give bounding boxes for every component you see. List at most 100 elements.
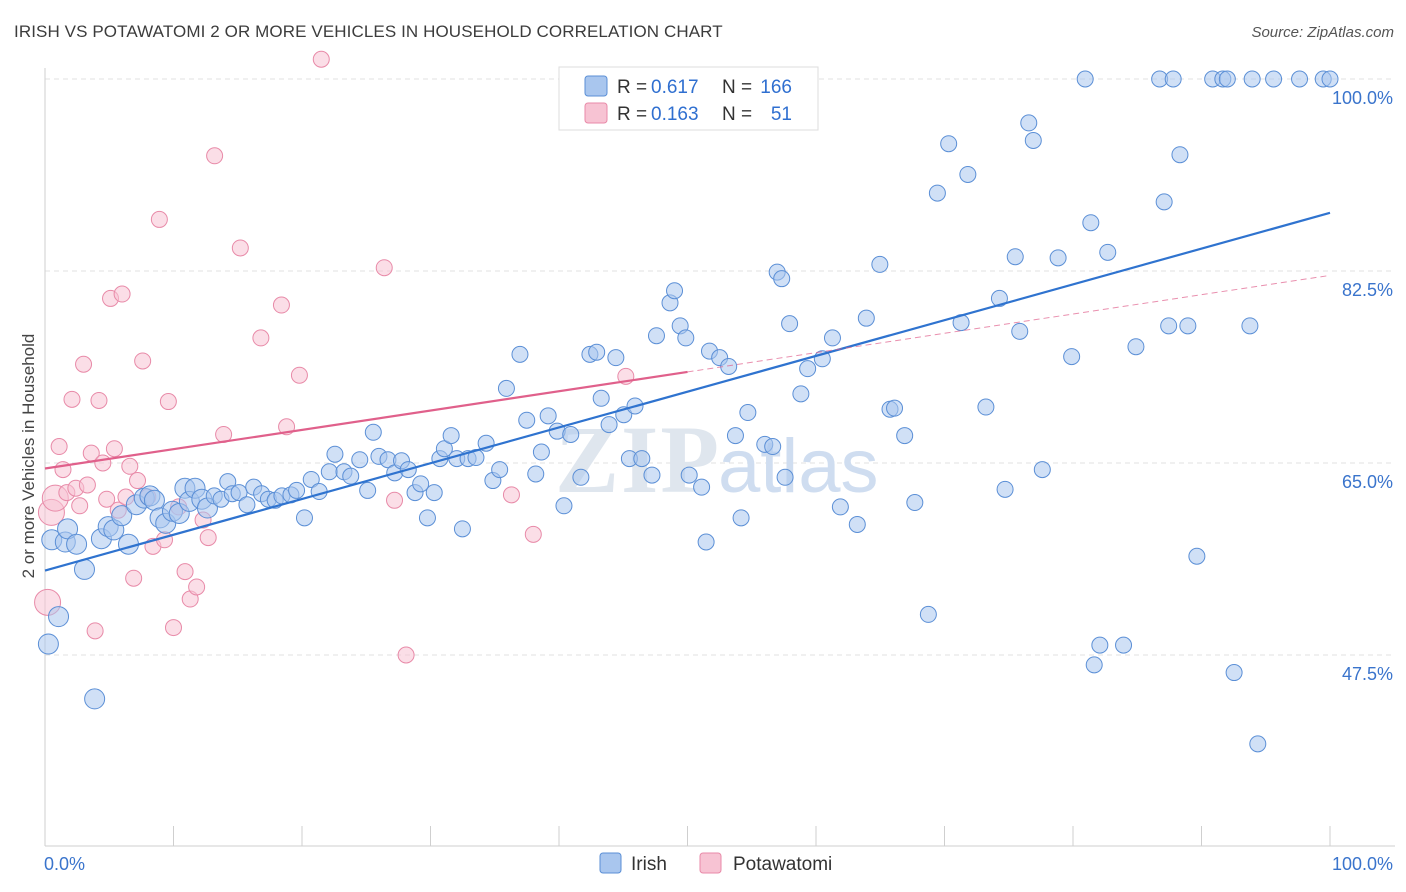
irish-point bbox=[1063, 348, 1081, 366]
irish-point bbox=[572, 468, 590, 486]
stats-r-value-potawatomi: 0.163 bbox=[651, 104, 699, 125]
irish-point bbox=[643, 466, 661, 484]
potawatomi-point bbox=[375, 259, 393, 277]
irish-point bbox=[511, 345, 529, 363]
potawatomi-point bbox=[165, 619, 182, 637]
irish-point bbox=[726, 427, 744, 445]
y-tick-label: 82.5% bbox=[1342, 280, 1393, 300]
irish-point bbox=[588, 343, 606, 361]
irish-point bbox=[776, 468, 794, 486]
potawatomi-point bbox=[86, 622, 104, 640]
irish-point bbox=[1225, 664, 1243, 682]
irish-point bbox=[1006, 248, 1024, 266]
irish-point bbox=[230, 484, 248, 502]
irish-point bbox=[295, 509, 313, 527]
irish-point bbox=[1291, 70, 1309, 88]
potawatomi-point bbox=[63, 390, 81, 408]
stats-n-value-irish: 166 bbox=[760, 77, 792, 98]
irish-point bbox=[990, 289, 1008, 307]
irish-point bbox=[364, 423, 382, 441]
irish-point bbox=[442, 427, 460, 445]
irish-point bbox=[1249, 735, 1267, 753]
irish-point bbox=[48, 606, 70, 628]
irish-point bbox=[781, 315, 799, 333]
irish-point bbox=[412, 475, 430, 493]
irish-point bbox=[84, 688, 106, 710]
irish-point bbox=[302, 470, 320, 488]
potawatomi-point bbox=[397, 646, 415, 664]
irish-point bbox=[831, 498, 849, 516]
irish-point bbox=[1076, 70, 1094, 88]
irish-point bbox=[906, 493, 924, 511]
gridlines bbox=[45, 78, 1395, 656]
potawatomi-point bbox=[231, 239, 249, 257]
potawatomi-point bbox=[199, 529, 217, 547]
irish-point bbox=[539, 407, 557, 425]
irish-point bbox=[1155, 193, 1173, 211]
series-legend: Irish Potawatomi bbox=[599, 852, 832, 875]
potawatomi-point bbox=[94, 454, 112, 472]
potawatomi-point bbox=[113, 285, 131, 303]
irish-point bbox=[1024, 131, 1042, 149]
irish-point bbox=[857, 309, 875, 327]
y-tick-labels: 47.5% 65.0% 82.5% 100.0% bbox=[1332, 88, 1393, 684]
irish-point bbox=[1171, 146, 1189, 164]
potawatomi-point bbox=[176, 563, 194, 581]
irish-point bbox=[435, 440, 453, 458]
potawatomi-point bbox=[90, 391, 108, 409]
potawatomi-point bbox=[105, 440, 123, 458]
stats-swatch-potawatomi bbox=[584, 102, 608, 124]
irish-point bbox=[518, 411, 536, 429]
irish-point bbox=[871, 255, 889, 273]
irish-point bbox=[1085, 656, 1103, 674]
legend-label-potawatomi: Potawatomi bbox=[733, 854, 832, 875]
irish-point bbox=[527, 465, 545, 483]
potawatomi-point bbox=[188, 578, 206, 596]
stats-n-label-irish: N = bbox=[722, 77, 752, 98]
stats-r-value-irish: 0.617 bbox=[651, 77, 699, 98]
stats-r-label-irish: R = bbox=[617, 77, 647, 98]
irish-point bbox=[677, 329, 695, 347]
irish-point bbox=[792, 385, 810, 403]
irish-point bbox=[1164, 70, 1182, 88]
irish-point bbox=[1160, 317, 1178, 335]
irish-point bbox=[693, 478, 711, 496]
potawatomi-point bbox=[252, 329, 270, 347]
irish-point bbox=[940, 135, 958, 153]
legend-swatch-potawatomi bbox=[699, 852, 722, 874]
irish-point bbox=[697, 533, 715, 551]
irish-point bbox=[773, 270, 791, 288]
irish-point bbox=[1127, 338, 1145, 356]
irish-point bbox=[326, 445, 344, 463]
axes bbox=[44, 68, 1395, 847]
y-tick-label: 65.0% bbox=[1342, 472, 1393, 492]
stats-r-label-potawatomi: R = bbox=[617, 104, 647, 125]
irish-point bbox=[1321, 70, 1339, 88]
potawatomi-point bbox=[121, 457, 139, 475]
irish-point bbox=[848, 515, 866, 533]
irish-point bbox=[666, 282, 684, 300]
potawatomi-point bbox=[524, 525, 542, 543]
irish-point bbox=[592, 389, 610, 407]
irish-point bbox=[928, 184, 946, 202]
x-tick-label: 0.0% bbox=[44, 854, 85, 874]
irish-point bbox=[238, 496, 256, 514]
irish-point bbox=[111, 505, 133, 527]
irish-point bbox=[555, 497, 573, 515]
irish-point bbox=[959, 165, 977, 183]
irish-point bbox=[562, 425, 580, 443]
irish-point bbox=[1099, 243, 1117, 261]
potawatomi-point bbox=[125, 569, 143, 587]
irish-point bbox=[425, 484, 443, 502]
irish-point bbox=[1049, 249, 1067, 267]
stats-n-label-potawatomi: N = bbox=[722, 104, 752, 125]
irish-point bbox=[732, 509, 750, 527]
stats-swatch-irish bbox=[584, 75, 608, 97]
potawatomi-point bbox=[71, 497, 89, 515]
potawatomi-trend-extension bbox=[687, 274, 1331, 373]
potawatomi-points bbox=[34, 50, 635, 664]
source-note: Source: ZipAtlas.com bbox=[1251, 24, 1394, 41]
irish-point bbox=[1020, 114, 1038, 132]
irish-point bbox=[739, 404, 757, 422]
y-axis-label: 2 or more Vehicles in Household bbox=[19, 334, 38, 579]
